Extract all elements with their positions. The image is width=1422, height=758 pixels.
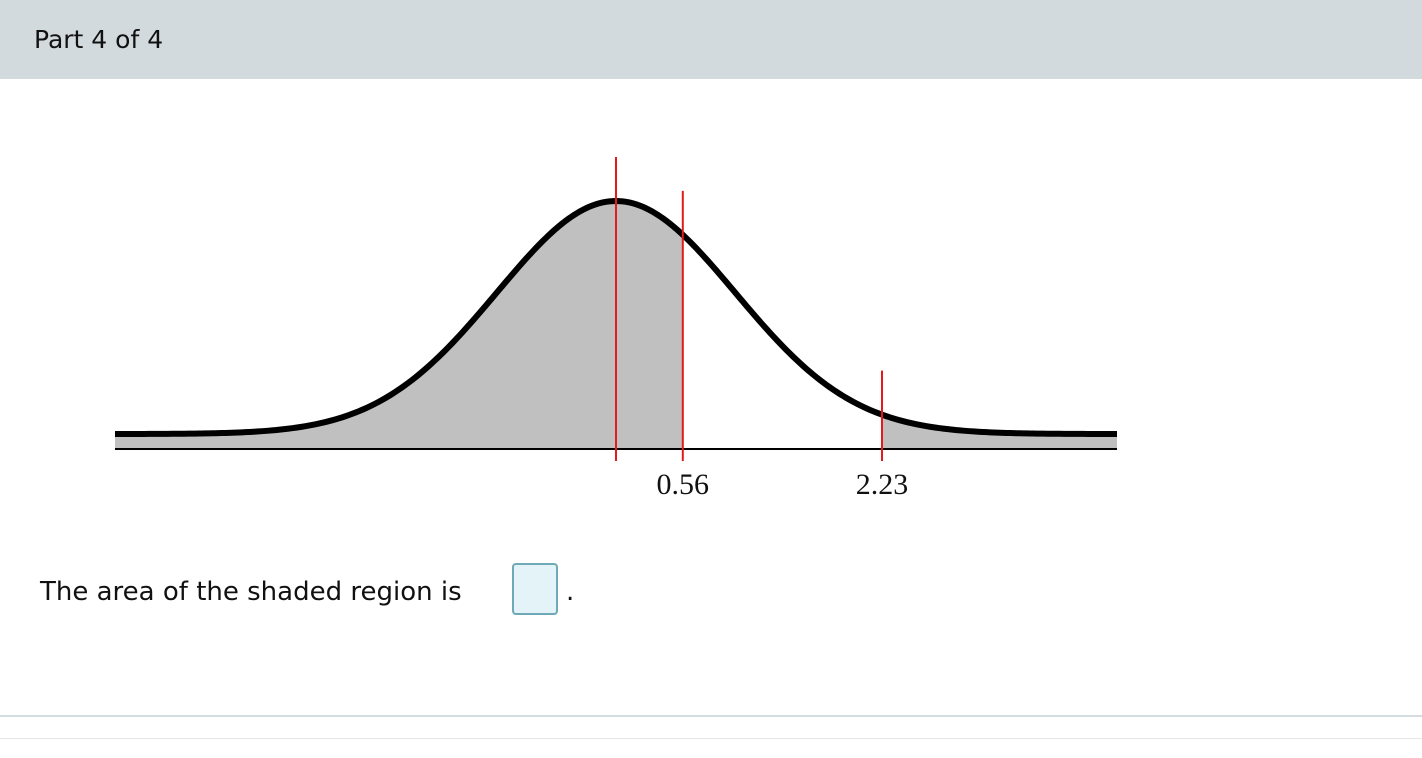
part-header: Part 4 of 4: [0, 0, 1422, 79]
tick-label-0: 0.56: [657, 468, 710, 501]
answer-input[interactable]: [512, 563, 558, 615]
question-period: .: [566, 577, 575, 607]
question-text: The area of the shaded region is: [40, 577, 462, 607]
footer-divider-secondary: [0, 738, 1422, 739]
part-indicator: Part 4 of 4: [34, 25, 164, 54]
shaded-region-left: [115, 201, 683, 449]
footer-divider: [0, 715, 1422, 717]
normal-distribution-chart: 0.56 2.23: [115, 157, 1117, 501]
tick-label-1: 2.23: [856, 468, 909, 501]
shaded-region-right: [882, 414, 1117, 449]
